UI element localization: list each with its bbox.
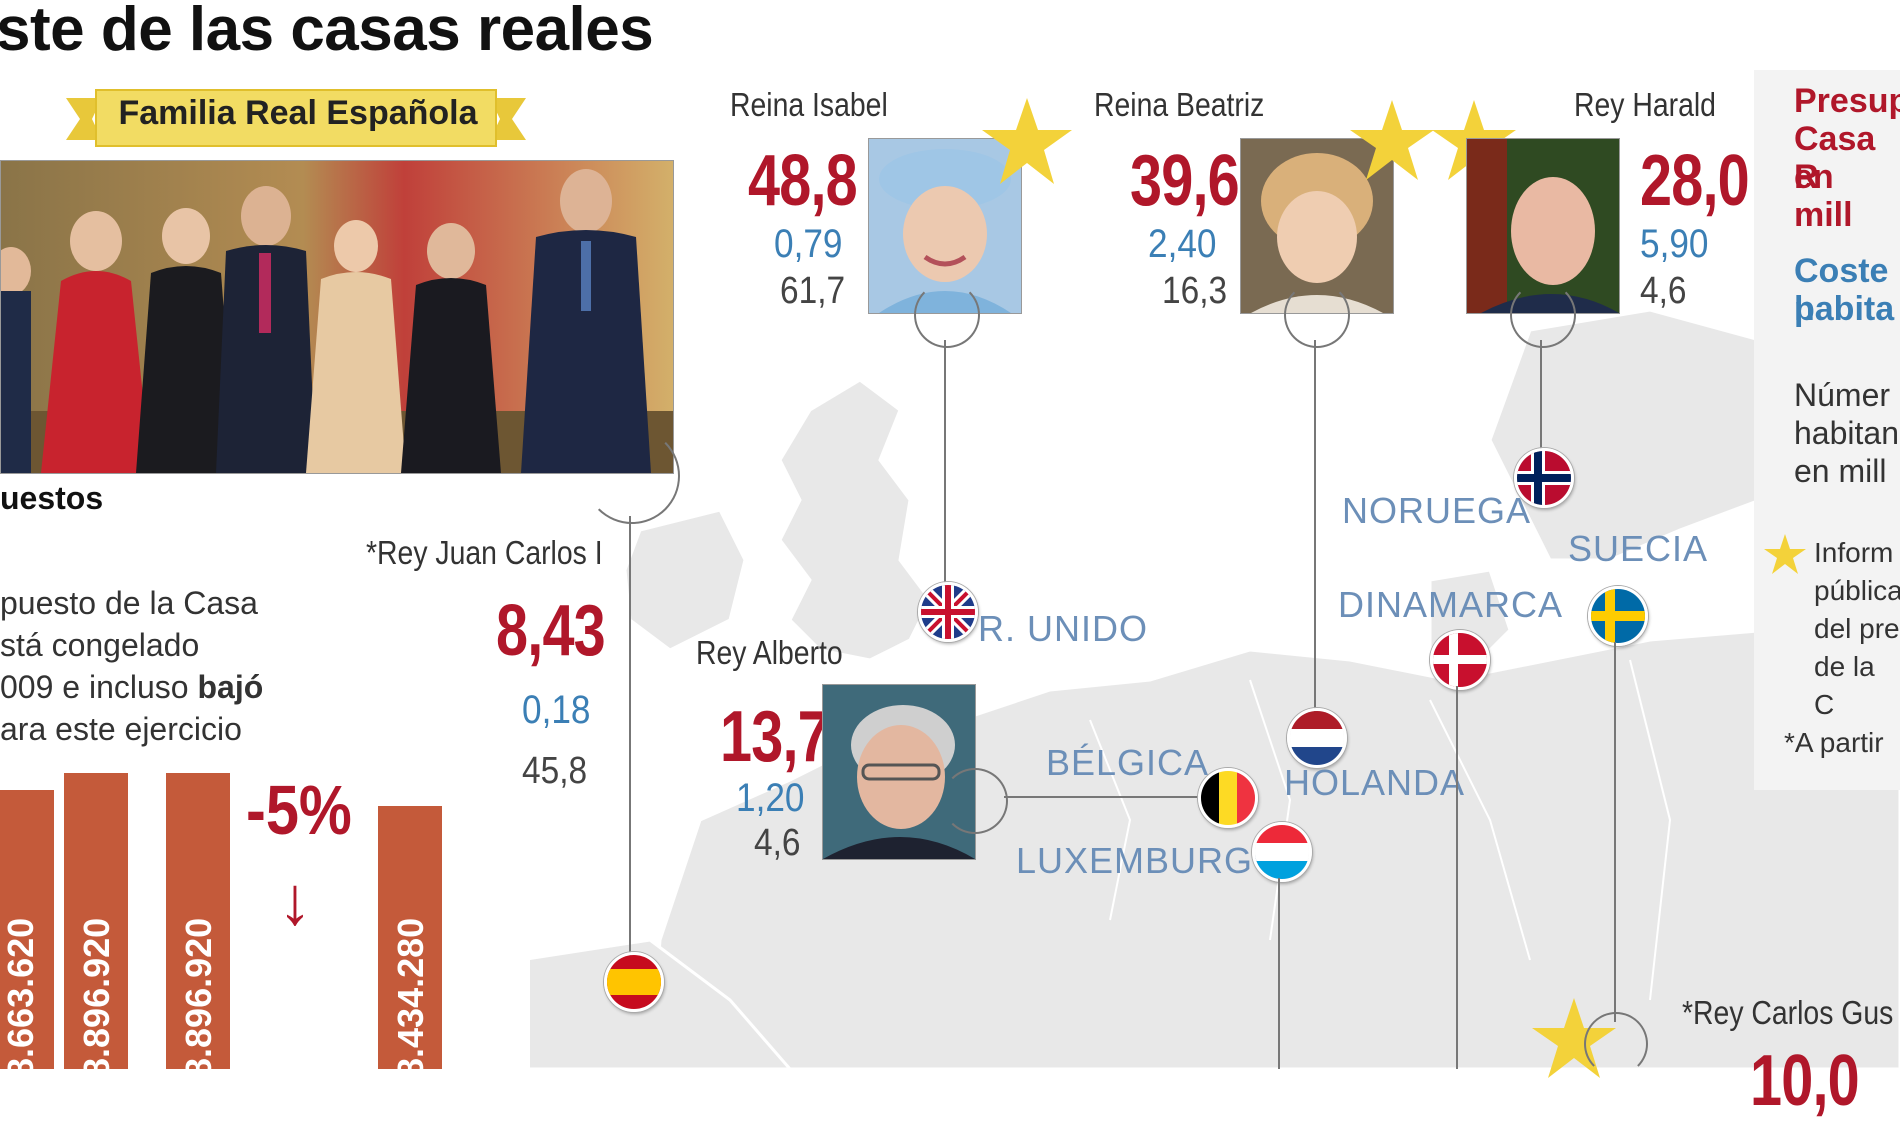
portrait-connector-alberto — [942, 768, 1008, 834]
connector-norway — [1540, 340, 1542, 450]
legend-budget-line-1: Presup — [1794, 82, 1900, 120]
budget-bar-1 — [0, 790, 54, 1069]
legend-cost-line-2: habita — [1794, 290, 1895, 328]
europe-map — [530, 308, 1900, 1069]
country-netherlands: HOLANDA — [1284, 762, 1466, 803]
legend-pop-line-1: Númer — [1794, 377, 1891, 413]
legend-cost-line-1: Coste p — [1794, 252, 1889, 328]
connector-sweden — [1614, 642, 1616, 1022]
country-denmark: DINAMARCA — [1338, 584, 1564, 625]
section-label: uestos — [0, 480, 104, 516]
monarch-name-harald: Rey Harald — [1574, 86, 1716, 123]
connector-uk — [944, 340, 946, 592]
legend-budget-line-2: Casa R — [1794, 120, 1876, 196]
flag-uk-icon — [918, 582, 978, 642]
portrait-connector-isabel — [914, 282, 980, 348]
monarch-name-isabel: Reina Isabel — [730, 86, 888, 123]
flag-spain-icon — [604, 952, 664, 1012]
portrait-connector-harald — [1510, 282, 1576, 348]
page-title: ste de las casas reales — [0, 0, 654, 64]
legend-pop-line-3: en mill — [1794, 453, 1887, 489]
population-harald: 4,6 — [1640, 270, 1687, 312]
legend-info-line-1: Inform — [1814, 537, 1894, 568]
monarch-name-alberto: Rey Alberto — [696, 634, 843, 671]
intro-line-2: stá congelado — [0, 627, 200, 663]
connector-luxembourg — [1278, 878, 1280, 1069]
portrait-connector-beatriz — [1284, 282, 1350, 348]
legend-budget-line-3: en mill — [1794, 158, 1853, 234]
legend-footnote: *A partir — [1784, 727, 1884, 758]
country-sweden: SUECIA — [1568, 528, 1709, 569]
population-alberto: 4,6 — [754, 822, 801, 864]
intro-line-4: ara este ejercicio — [0, 711, 242, 747]
connector-netherlands — [1314, 340, 1316, 712]
budget-bar-3 — [166, 773, 230, 1069]
budget-juan-carlos: 8,43 — [496, 591, 606, 671]
change-percent: -5% — [246, 771, 352, 849]
flag-sweden-icon — [1588, 586, 1648, 646]
star-icon-beatriz-1 — [1350, 100, 1434, 180]
budget-bar-2 — [64, 773, 128, 1069]
flag-norway-icon — [1514, 448, 1574, 508]
budget-carlos-gustavo: 10,0 — [1750, 1041, 1860, 1121]
legend-info-line-4: de la C — [1814, 651, 1875, 720]
portrait-connector-carlos-gustavo — [1584, 1012, 1648, 1076]
legend-info-line-2: pública — [1814, 575, 1900, 606]
flag-luxembourg-icon — [1252, 822, 1312, 882]
cost-juan-carlos: 0,18 — [522, 688, 591, 732]
budget-alberto: 13,7 — [720, 697, 830, 777]
cost-isabel: 0,79 — [774, 222, 843, 266]
population-juan-carlos: 45,8 — [522, 750, 588, 792]
legend-pop-line-2: habitan — [1794, 415, 1899, 451]
bar-label-2: 8.896.920 — [76, 917, 117, 1078]
connector-denmark — [1456, 686, 1458, 1069]
monarch-name-carlos-gustavo: *Rey Carlos Gus — [1682, 994, 1894, 1031]
star-icon-carlos-gustavo — [1532, 998, 1616, 1078]
portrait-alberto — [822, 684, 976, 860]
monarch-name-juan-carlos: *Rey Juan Carlos I — [366, 534, 603, 571]
flag-belgium-icon — [1198, 768, 1258, 828]
budget-bar-4 — [378, 806, 442, 1069]
intro-line-3: 009 e incluso bajó — [0, 666, 263, 708]
budget-harald: 28,0 — [1640, 141, 1750, 221]
connector-spain — [629, 516, 631, 956]
bar-label-3: 8.896.920 — [178, 917, 219, 1078]
intro-line-3a: 009 e incluso — [0, 669, 198, 705]
country-uk: R. UNIDO — [978, 608, 1148, 649]
population-beatriz: 16,3 — [1162, 270, 1228, 312]
intro-line-3b: bajó — [197, 669, 264, 705]
population-isabel: 61,7 — [780, 270, 846, 312]
flag-denmark-icon — [1430, 630, 1490, 690]
bar-label-1: 8.663.620 — [0, 917, 41, 1078]
monarch-name-beatriz: Reina Beatriz — [1094, 86, 1265, 123]
cost-alberto: 1,20 — [736, 776, 805, 820]
portrait-beatriz — [1240, 138, 1394, 314]
country-belgium: BÉLGICA — [1046, 742, 1210, 783]
legend-star-icon — [1764, 534, 1806, 574]
family-photo-connector — [584, 428, 680, 524]
royal-family-photo — [0, 160, 674, 474]
connector-belgium — [1004, 796, 1204, 798]
legend-panel — [1754, 70, 1900, 790]
star-icon-isabel — [982, 98, 1072, 184]
bar-label-4: 8.434.280 — [390, 917, 431, 1078]
cost-beatriz: 2,40 — [1148, 222, 1217, 266]
ribbon-label: Familia Real Española — [118, 94, 478, 132]
country-luxembourg: LUXEMBURGO — [1016, 840, 1283, 881]
country-norway: NORUEGA — [1342, 490, 1532, 531]
ribbon-banner — [66, 89, 526, 147]
legend-info-line-3: del pre — [1814, 613, 1900, 644]
flag-netherlands-icon — [1287, 708, 1347, 768]
budget-beatriz: 39,6 — [1130, 141, 1240, 221]
cost-harald: 5,90 — [1640, 222, 1709, 266]
budget-isabel: 48,8 — [748, 141, 858, 221]
intro-line-1: puesto de la Casa — [0, 585, 258, 621]
down-arrow-icon: ↓ — [278, 863, 312, 939]
